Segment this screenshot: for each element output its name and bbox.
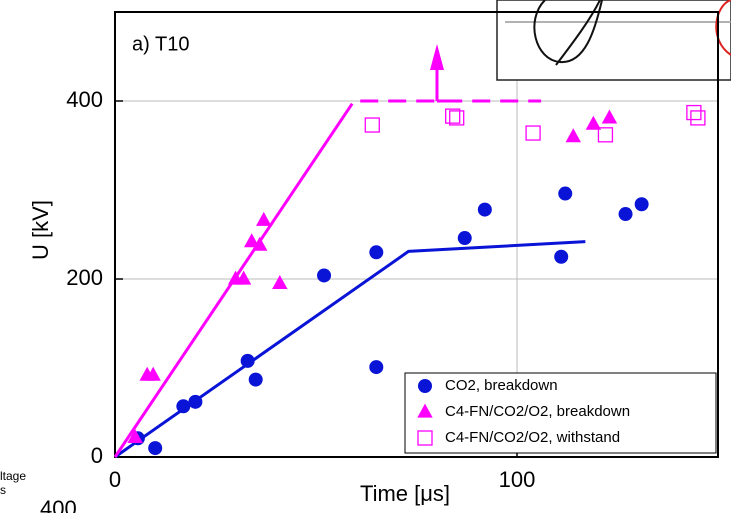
marker	[188, 394, 203, 409]
marker	[445, 108, 461, 124]
y-tick-label: 0	[91, 443, 103, 468]
marker	[364, 117, 380, 133]
fit-line	[114, 240, 586, 459]
marker	[235, 270, 252, 285]
marker	[145, 366, 161, 381]
marker	[449, 110, 465, 126]
inset-diagram	[496, 0, 731, 81]
y-axis-label: U [kV]	[28, 200, 53, 260]
marker	[690, 110, 706, 126]
marker	[565, 128, 581, 143]
legend-label: C4-FN/CO2/O2, breakdown	[445, 403, 630, 420]
marker	[272, 275, 288, 290]
y-tick-label: 200	[66, 265, 103, 290]
marker	[477, 202, 492, 217]
legend-box	[404, 372, 717, 454]
marker	[248, 372, 263, 387]
marker	[554, 249, 569, 264]
marker	[601, 109, 618, 124]
marker	[317, 268, 332, 283]
arrow	[430, 44, 462, 103]
marker	[256, 211, 272, 226]
marker	[243, 233, 260, 248]
marker	[585, 115, 602, 130]
x-tick-label: 0	[109, 467, 121, 492]
legend-marker	[417, 430, 433, 446]
marker	[558, 186, 573, 201]
marker	[634, 197, 649, 212]
marker	[525, 125, 541, 141]
fragment: 400	[40, 496, 77, 513]
marker	[176, 399, 191, 414]
marker	[686, 104, 702, 121]
marker	[369, 245, 384, 260]
panel-label: a) T10	[132, 33, 189, 55]
marker	[240, 353, 255, 368]
legend-marker	[418, 379, 432, 393]
legend-label: C4-FN/CO2/O2, withstand	[445, 429, 620, 446]
marker	[457, 231, 472, 246]
fragment: ltage	[0, 469, 26, 483]
marker	[597, 127, 614, 143]
legend-label: CO2, breakdown	[445, 377, 558, 394]
x-axis-label: Time [μs]	[360, 481, 450, 506]
plot-frame	[114, 11, 719, 458]
marker	[369, 360, 384, 375]
fragment: s	[0, 483, 6, 497]
y-tick-label: 400	[66, 87, 103, 112]
marker	[148, 441, 163, 456]
marker	[618, 207, 633, 222]
marker	[252, 236, 268, 251]
marker	[127, 429, 143, 444]
x-tick-label: 100	[499, 467, 536, 492]
legend-marker	[417, 403, 433, 418]
